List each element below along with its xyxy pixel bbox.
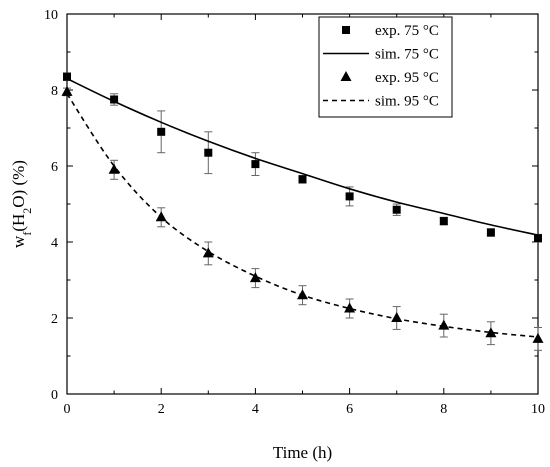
data-point (110, 95, 119, 104)
y-tick-label: 8 (51, 84, 58, 99)
data-point (439, 217, 448, 226)
y-title-close: O) (%) (9, 160, 28, 208)
y-axis-title: wf(H2O) (%) (9, 160, 34, 248)
series-1 (67, 77, 538, 236)
x-axis: 0 2 4 6 8 10 (64, 14, 545, 417)
data-point (157, 127, 166, 136)
series-line (67, 77, 538, 236)
legend-label: sim. 95 °C (375, 94, 439, 110)
y-tick-label: 10 (44, 8, 58, 23)
data-point (251, 160, 260, 169)
series-2 (61, 85, 544, 351)
x-tick-label: 6 (346, 402, 353, 417)
data-point (108, 163, 120, 174)
y-tick-label: 4 (51, 236, 58, 251)
x-tick-label: 2 (158, 402, 165, 417)
y-tick-label: 2 (51, 312, 58, 327)
data-point (345, 192, 354, 201)
legend-label: sim. 75 °C (375, 47, 439, 63)
y-title-sub2: 2 (20, 208, 34, 214)
data-point (486, 228, 495, 237)
data-point (485, 327, 497, 338)
plot-area (66, 13, 539, 395)
data-point (61, 85, 73, 96)
data-point (438, 319, 450, 330)
series-line (67, 93, 538, 338)
data-point (204, 148, 213, 157)
y-tick-label: 6 (51, 160, 58, 175)
legend-marker (340, 71, 352, 81)
x-tick-label: 10 (531, 402, 545, 417)
y-title-sub1: f (20, 232, 34, 236)
x-tick-label: 0 (64, 402, 71, 417)
x-axis-title: Time (h) (273, 443, 332, 462)
y-axis: 0 2 4 6 8 10 (44, 8, 538, 403)
legend-marker (342, 26, 350, 34)
legend-label: exp. 95 °C (375, 70, 439, 86)
data-point (298, 175, 307, 184)
data-point (534, 234, 542, 243)
data-point (63, 72, 71, 81)
x-tick-label: 4 (252, 402, 259, 417)
data-point (391, 312, 403, 322)
data-point (392, 205, 401, 214)
data-point (249, 272, 261, 283)
series-0 (63, 72, 542, 243)
series-3 (67, 93, 538, 338)
y-tick-label: 0 (51, 388, 58, 403)
y-title-base: w (9, 235, 28, 248)
data-point (532, 332, 544, 343)
data-point (202, 247, 214, 258)
legend-label: exp. 75 °C (375, 23, 439, 39)
data-point (297, 289, 308, 300)
x-tick-label: 8 (440, 402, 447, 417)
legend: exp. 75 °C sim. 75 °C exp. 95 °C sim. 95 °C (318, 16, 453, 118)
plot-frame (66, 13, 539, 395)
series-layer (61, 72, 544, 351)
y-title-open: (H (9, 214, 28, 232)
